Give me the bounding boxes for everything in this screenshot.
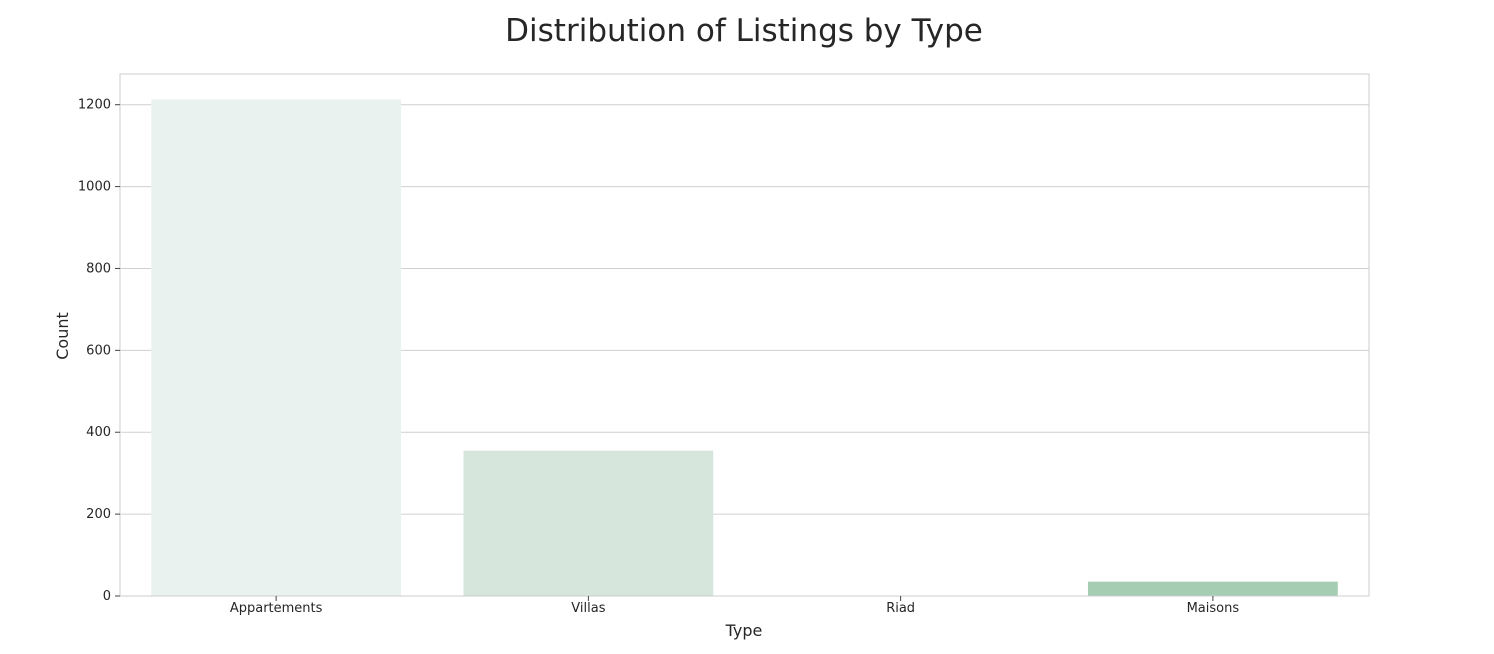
y-axis-ticks: 0 200 400 600 800 1000 1200 — [78, 98, 120, 604]
y-tick-label: 200 — [86, 507, 111, 522]
y-tick-label: 0 — [103, 589, 111, 604]
y-tick-label: 600 — [86, 343, 111, 358]
x-axis-label: Type — [725, 621, 763, 640]
x-tick-label: Riad — [886, 601, 915, 616]
bar-villas — [463, 450, 714, 596]
x-axis-ticks: Appartements Villas Riad Maisons — [230, 596, 1240, 616]
x-tick-label: Appartements — [230, 601, 323, 616]
bar-appartements — [151, 99, 402, 596]
bar-maisons — [1087, 581, 1338, 596]
y-axis-label: Count — [53, 312, 72, 360]
y-tick-label: 1000 — [78, 180, 111, 195]
x-tick-label: Maisons — [1187, 601, 1240, 616]
bars — [151, 99, 1338, 596]
y-tick-label: 800 — [86, 261, 111, 276]
y-tick-label: 1200 — [78, 98, 111, 113]
x-tick-label: Villas — [571, 601, 605, 616]
y-tick-label: 400 — [86, 425, 111, 440]
chart-title: Distribution of Listings by Type — [505, 13, 983, 49]
plot-frame — [119, 73, 1370, 597]
